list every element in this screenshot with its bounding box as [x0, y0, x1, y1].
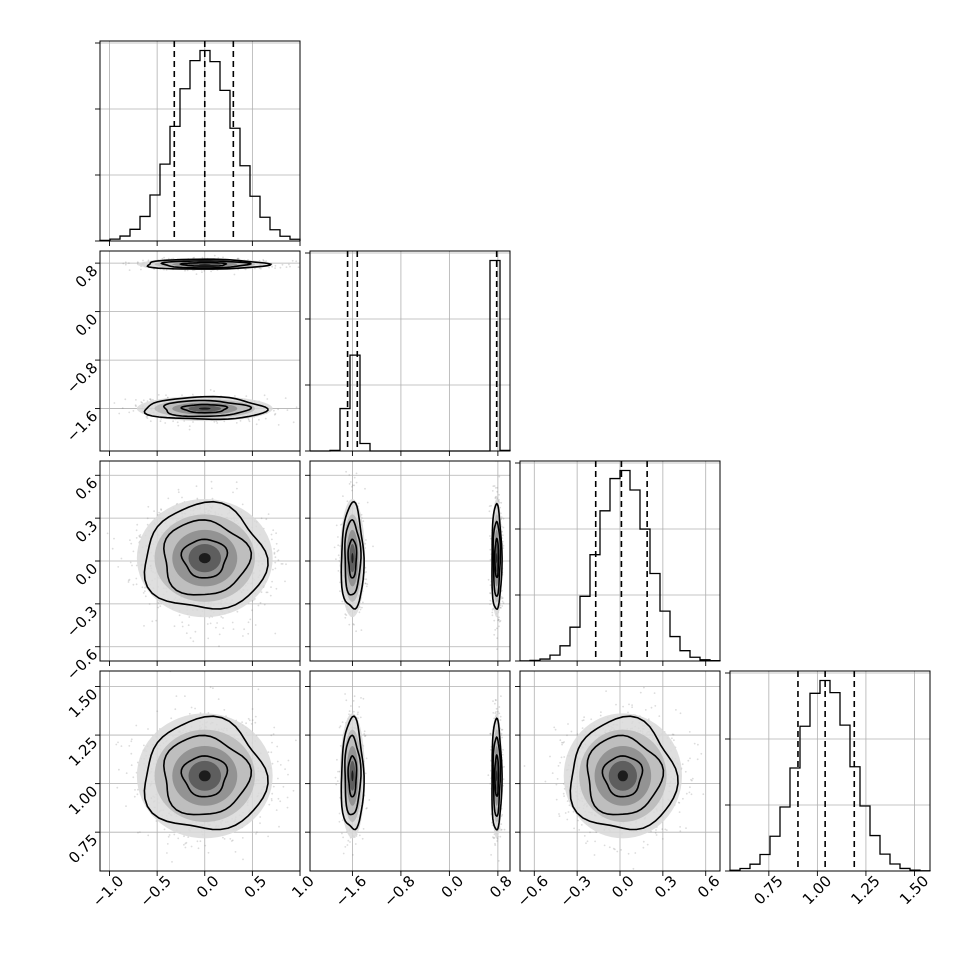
panel-content [113, 254, 300, 431]
contour-line [180, 755, 229, 798]
contour-line [162, 399, 253, 418]
panel-content [115, 671, 297, 863]
histogram-steps [310, 259, 511, 452]
y-tick-label: 0.3 [72, 517, 102, 547]
contour-line [344, 519, 362, 596]
contour-line [143, 500, 269, 610]
contour-line [162, 519, 253, 596]
x-tick-label: −0.6 [514, 872, 552, 910]
panel-frame [729, 670, 931, 872]
panel-frame [99, 670, 301, 872]
y-tick-label: 1.00 [65, 782, 101, 818]
scatter-panel-3-2 [515, 670, 721, 876]
histogram-steps [519, 469, 721, 662]
scatter-panel-2-0 [95, 460, 301, 666]
x-tick-label: 1.00 [799, 872, 835, 908]
contour-line [180, 403, 229, 414]
density-shading [617, 770, 628, 782]
density-shading [496, 770, 498, 782]
x-tick-label: 1.0 [288, 872, 318, 902]
x-tick-label: −1.0 [89, 872, 127, 910]
y-tick-label: 0.8 [72, 262, 102, 292]
contour-line [340, 715, 365, 831]
panel-frame [99, 460, 301, 662]
contour-line [492, 520, 502, 598]
y-tick-label: 0.0 [72, 310, 102, 340]
panel-content [523, 686, 705, 870]
histogram-panel-1 [305, 250, 511, 456]
panel-content [333, 461, 505, 650]
x-tick-label: 1.25 [847, 872, 883, 908]
scatter-panel-1-0 [95, 250, 301, 456]
contour-line [492, 736, 502, 817]
density-shading [198, 407, 211, 410]
x-tick-label: −0.3 [556, 872, 594, 910]
contour-line [493, 537, 500, 579]
contour-line [146, 258, 273, 270]
contour-line [179, 261, 228, 267]
x-tick-label: 0.0 [193, 872, 223, 902]
contour-line [493, 754, 500, 797]
density-shading [198, 553, 211, 564]
x-tick-label: 0.5 [241, 872, 271, 902]
panel-frame [519, 670, 721, 872]
x-tick-label: 0.75 [750, 872, 786, 908]
contour-line [601, 755, 644, 798]
panel-content [106, 480, 287, 648]
contour-line [491, 502, 503, 610]
contour-line [347, 755, 358, 798]
x-tick-label: 0.0 [438, 872, 468, 902]
y-tick-label: −1.6 [63, 407, 101, 445]
x-tick-label: 1.50 [896, 872, 932, 908]
x-tick-label: −0.5 [136, 872, 174, 910]
y-tick-label: 1.25 [65, 734, 101, 770]
histogram-steps [729, 679, 931, 872]
contour-line [143, 395, 269, 421]
panel-frame [519, 460, 721, 662]
x-tick-label: 0.0 [608, 872, 638, 902]
histogram-steps [99, 49, 301, 242]
panel-frame [99, 40, 301, 242]
contour-line [491, 717, 503, 831]
x-tick-label: 0.8 [486, 872, 516, 902]
density-shading [198, 770, 211, 782]
y-tick-label: −0.6 [63, 645, 101, 683]
panel-frame [309, 670, 511, 872]
contour-line [340, 500, 365, 610]
x-tick-label: 0.3 [651, 872, 681, 902]
scatter-panel-3-1 [305, 670, 511, 876]
density-shading [351, 553, 354, 564]
contour-line [143, 715, 269, 831]
density-shading [351, 770, 354, 782]
contour-line [586, 734, 665, 816]
y-tick-label: −0.8 [63, 359, 101, 397]
panel-content [334, 693, 506, 862]
histogram-panel-0 [95, 40, 301, 246]
y-tick-label: −0.3 [63, 602, 101, 640]
histogram-panel-3 [725, 670, 931, 876]
density-shading [198, 263, 211, 265]
contour-line [180, 538, 229, 579]
y-tick-label: 0.0 [72, 560, 102, 590]
x-tick-label: −1.6 [332, 872, 370, 910]
histogram-panel-2 [515, 460, 721, 666]
panel-frame [309, 460, 511, 662]
scatter-panel-2-1 [305, 460, 511, 666]
scatter-panel-3-0 [95, 670, 301, 876]
contour-line [347, 538, 358, 579]
panel-frame [309, 250, 511, 452]
x-tick-label: 0.6 [694, 872, 724, 902]
contour-line [344, 734, 362, 816]
y-tick-label: 0.75 [65, 831, 101, 867]
y-tick-label: 1.50 [65, 685, 101, 721]
density-shading [496, 553, 498, 564]
contour-line [162, 734, 253, 816]
contour-line [569, 715, 679, 831]
x-tick-label: −0.8 [380, 872, 418, 910]
contour-line [160, 260, 253, 269]
panel-frame [99, 250, 301, 452]
y-tick-label: 0.6 [72, 474, 102, 504]
